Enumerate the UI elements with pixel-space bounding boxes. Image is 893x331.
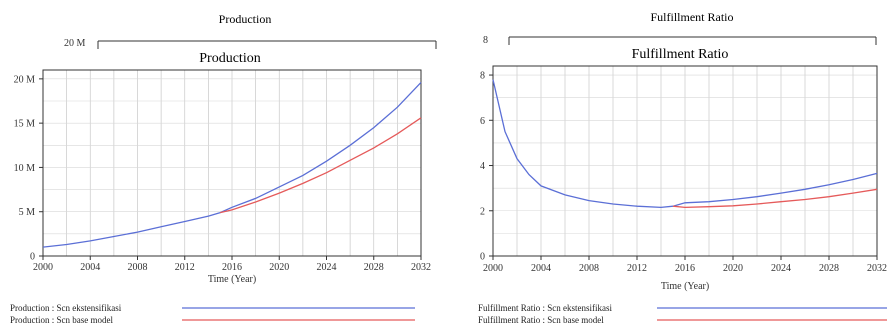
fulfillment-x-tick-label: 2020 — [723, 263, 743, 274]
production-title: Production — [199, 51, 260, 66]
fulfillment-x-tick-label: 2024 — [771, 263, 791, 274]
fulfillment-x-tick-label: 2016 — [675, 263, 695, 274]
production-x-tick-label: 2024 — [317, 262, 337, 273]
production-y-tick-label: 15 M — [14, 119, 36, 130]
fulfillment-y-tick-label: 8 — [480, 71, 485, 82]
fulfillment-x-tick-label: 2012 — [627, 263, 647, 274]
production-series-line-2 — [220, 117, 422, 214]
fulfillment-outer-y-fragment: 8 — [483, 35, 488, 46]
production-y-tick-label: 20 M — [14, 74, 36, 85]
production-x-tick-label: 2008 — [128, 262, 148, 273]
production-x-tick-label: 2000 — [33, 262, 53, 273]
fulfillment-y-tick-label: 0 — [480, 252, 485, 263]
production-x-tick-label: 2012 — [175, 262, 195, 273]
fulfillment-legend-label-1: Fulfillment Ratio : Scn ekstensifikasi — [478, 303, 612, 313]
fulfillment-x-tick-label: 2008 — [579, 263, 599, 274]
fulfillment-plot: 2000 2004 2008 2012 2016 2020 2024 2028 2032 0 2 4 6… — [478, 65, 887, 325]
fulfillment-series-line-1 — [492, 79, 878, 209]
production-x-tick-label: 2016 — [222, 262, 242, 273]
production-background-window: Production 20 M — [64, 12, 437, 49]
fulfillment-y-tick-label: 6 — [480, 116, 485, 127]
production-y-tick-label: 0 — [30, 252, 35, 263]
production-x-tick-label: 2028 — [364, 262, 384, 273]
production-y-tick-label: 10 M — [14, 163, 36, 174]
production-y-tick-label: 5 M — [19, 207, 36, 218]
production-legend-label-2: Production : Scn base model — [10, 315, 113, 325]
fulfillment-outer-title: Fulfillment Ratio — [651, 10, 734, 24]
fulfillment-y-tick-label: 2 — [480, 206, 485, 217]
fulfillment-x-tick-label: 2028 — [819, 263, 839, 274]
production-outer-y-fragment: 20 M — [64, 38, 86, 49]
production-x-tick-label: 2032 — [411, 262, 431, 273]
production-x-tick-label: 2020 — [269, 262, 289, 273]
production-legend-label-1: Production : Scn ekstensifikasi — [10, 303, 122, 313]
production-outer-title: Production — [219, 12, 272, 26]
fulfillment-x-axis-label: Time (Year) — [661, 281, 709, 292]
fulfillment-x-tick-label: 2032 — [867, 263, 887, 274]
fulfillment-title: Fulfillment Ratio — [632, 47, 729, 62]
production-plot: 2000 2004 2008 2012 2016 2020 2024 2028 2032 0 5 M… — [10, 69, 431, 325]
fulfillment-legend-label-2: Fulfillment Ratio : Scn base model — [478, 315, 604, 325]
fulfillment-y-tick-label: 4 — [480, 161, 485, 172]
production-x-axis-label: Time (Year) — [208, 274, 256, 285]
production-series-line-1 — [42, 81, 422, 248]
fulfillment-x-tick-label: 2004 — [531, 263, 551, 274]
fulfillment-series-line-2 — [672, 188, 878, 209]
fulfillment-background-window: Fulfillment Ratio 8 — [483, 10, 877, 46]
fulfillment-x-tick-label: 2000 — [483, 263, 503, 274]
production-x-tick-label: 2004 — [80, 262, 100, 273]
